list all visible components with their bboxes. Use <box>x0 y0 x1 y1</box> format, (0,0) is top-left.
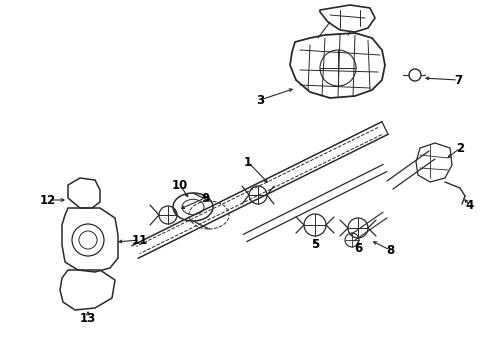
Text: 5: 5 <box>311 239 319 252</box>
Text: 7: 7 <box>454 73 462 86</box>
Text: 6: 6 <box>354 242 362 255</box>
Text: 4: 4 <box>466 198 474 212</box>
Text: 9: 9 <box>201 192 209 204</box>
Text: 8: 8 <box>386 243 394 256</box>
Text: 10: 10 <box>172 179 188 192</box>
Text: 1: 1 <box>244 156 252 168</box>
Text: 3: 3 <box>256 94 264 107</box>
Text: 13: 13 <box>80 311 96 324</box>
Text: 12: 12 <box>40 194 56 207</box>
Text: 2: 2 <box>456 141 464 154</box>
Text: 11: 11 <box>132 234 148 247</box>
